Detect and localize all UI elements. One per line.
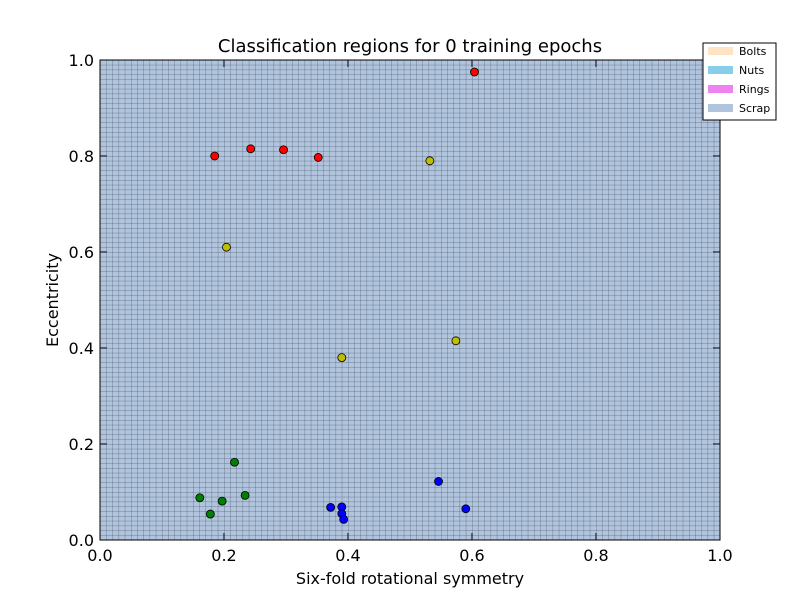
data-point: [205, 509, 215, 519]
y-axis-label: Eccentricity: [43, 253, 62, 347]
chart-title: Classification regions for 0 training ep…: [218, 36, 602, 57]
data-point: [195, 493, 205, 503]
data-point: [246, 144, 256, 154]
data-point: [222, 242, 231, 252]
data-point: [470, 67, 479, 77]
y-axis: 0.0 0.2 0.4 0.6 0.8 1.0: [69, 51, 720, 550]
legend-swatch: [708, 66, 733, 74]
plot-frame: [99, 59, 721, 541]
y-tick-label: 0.6: [69, 243, 94, 262]
legend-swatch: [708, 104, 733, 112]
legend-entries: Bolts Nuts Rings Scrap: [708, 45, 770, 115]
legend: Bolts Nuts Rings Scrap: [702, 42, 777, 121]
x-tick-label: 0.6: [459, 546, 484, 565]
data-point: [461, 504, 471, 514]
legend-swatch: [708, 85, 733, 93]
legend-label: Rings: [739, 83, 770, 96]
classification-region: [100, 60, 720, 540]
x-tick-label: 0.4: [335, 546, 360, 565]
plot-area: [99, 59, 721, 541]
data-point: [434, 477, 443, 486]
data-point: [230, 457, 239, 467]
y-tick-label: 0.2: [69, 435, 94, 454]
x-axis-label: Six-fold rotational symmetry: [296, 569, 524, 588]
data-point: [451, 336, 461, 346]
x-tick-label: 0.2: [211, 546, 236, 565]
legend-label: Nuts: [739, 64, 765, 77]
legend-swatch: [708, 47, 733, 55]
legend-label: Bolts: [739, 45, 767, 58]
data-point: [337, 353, 347, 363]
data-point: [210, 151, 220, 161]
data-points: [195, 67, 479, 524]
x-axis: 0.0 0.2 0.4 0.6 0.8 1.0: [87, 60, 733, 565]
y-tick-label: 0.4: [69, 339, 94, 358]
x-tick-label: 0.8: [583, 546, 608, 565]
data-point: [240, 490, 250, 500]
data-point: [425, 156, 435, 166]
y-tick-label: 1.0: [69, 51, 94, 70]
data-point: [217, 496, 227, 506]
data-point: [339, 514, 349, 524]
x-tick-label: 1.0: [707, 546, 732, 565]
y-tick-label: 0.8: [69, 147, 94, 166]
data-point: [279, 145, 288, 155]
legend-label: Scrap: [739, 102, 770, 115]
data-point: [326, 502, 336, 512]
x-tick-label: 0.0: [87, 546, 112, 565]
y-tick-label: 0.0: [69, 531, 94, 550]
data-point: [313, 153, 323, 162]
